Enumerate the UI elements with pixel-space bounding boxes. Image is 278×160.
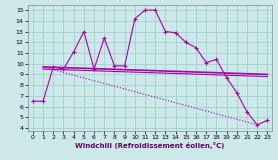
X-axis label: Windchill (Refroidissement éolien,°C): Windchill (Refroidissement éolien,°C) [75, 142, 225, 149]
